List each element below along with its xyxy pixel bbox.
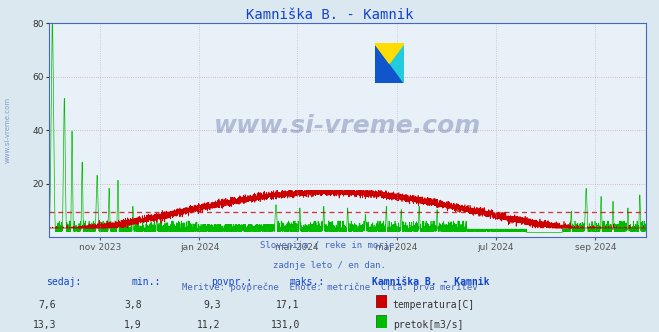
Text: zadnje leto / en dan.: zadnje leto / en dan. bbox=[273, 261, 386, 270]
Polygon shape bbox=[374, 43, 404, 83]
Text: www.si-vreme.com: www.si-vreme.com bbox=[214, 114, 481, 138]
Text: Slovenija / reke in morje.: Slovenija / reke in morje. bbox=[260, 241, 399, 250]
Text: 9,3: 9,3 bbox=[203, 300, 221, 310]
Text: sedaj:: sedaj: bbox=[46, 277, 81, 287]
Text: Meritve: povprečne  Enote: metrične  Črta: prva meritev: Meritve: povprečne Enote: metrične Črta:… bbox=[182, 282, 477, 292]
Text: Kamniška B. - Kamnik: Kamniška B. - Kamnik bbox=[372, 277, 490, 287]
Text: povpr.:: povpr.: bbox=[211, 277, 252, 287]
Text: 7,6: 7,6 bbox=[38, 300, 56, 310]
Text: min.:: min.: bbox=[132, 277, 161, 287]
Text: 13,3: 13,3 bbox=[32, 320, 56, 330]
Polygon shape bbox=[374, 43, 404, 83]
Text: 3,8: 3,8 bbox=[124, 300, 142, 310]
Polygon shape bbox=[374, 43, 404, 63]
Text: Kamniška B. - Kamnik: Kamniška B. - Kamnik bbox=[246, 8, 413, 22]
Text: 131,0: 131,0 bbox=[270, 320, 300, 330]
Text: 1,9: 1,9 bbox=[124, 320, 142, 330]
Text: maks.:: maks.: bbox=[290, 277, 325, 287]
Text: 17,1: 17,1 bbox=[276, 300, 300, 310]
Polygon shape bbox=[374, 43, 404, 83]
Text: www.si-vreme.com: www.si-vreme.com bbox=[5, 97, 11, 163]
Text: pretok[m3/s]: pretok[m3/s] bbox=[393, 320, 463, 330]
Text: temperatura[C]: temperatura[C] bbox=[393, 300, 475, 310]
Text: 11,2: 11,2 bbox=[197, 320, 221, 330]
